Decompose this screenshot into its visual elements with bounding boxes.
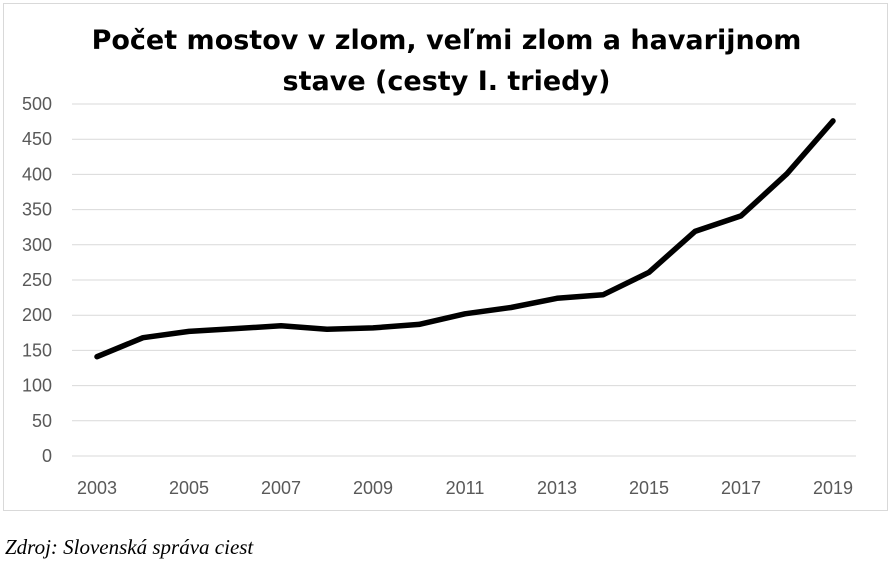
y-tick-label: 450 — [22, 129, 52, 149]
series-line — [94, 118, 836, 360]
y-tick-label: 250 — [22, 270, 52, 290]
chart-title-line-2: stave (cesty I. triedy) — [282, 66, 611, 97]
x-tick-label: 2011 — [446, 478, 485, 498]
y-tick-label: 200 — [22, 305, 52, 325]
y-tick-label: 500 — [22, 94, 52, 114]
x-tick-label: 2019 — [813, 478, 853, 498]
chart-title: Počet mostov v zlom, veľmi zlom a havari… — [0, 20, 893, 102]
x-tick-label: 2015 — [629, 478, 669, 498]
x-tick-label: 2009 — [353, 478, 393, 498]
x-tick-label: 2013 — [537, 478, 577, 498]
chart-area — [3, 3, 888, 511]
y-tick-label: 400 — [22, 164, 52, 184]
x-tick-label: 2017 — [721, 478, 761, 498]
y-tick-label: 150 — [22, 340, 52, 360]
x-tick-label: 2007 — [261, 478, 301, 498]
y-tick-label: 100 — [22, 376, 52, 396]
y-tick-label: 0 — [42, 446, 52, 466]
y-tick-label: 350 — [22, 200, 52, 220]
y-tick-label: 50 — [32, 411, 52, 431]
source-note: Zdroj: Slovenská správa ciest — [5, 535, 254, 559]
chart-title-line-1: Počet mostov v zlom, veľmi zlom a havari… — [91, 25, 802, 56]
x-tick-label: 2005 — [169, 478, 209, 498]
x-tick-label: 2003 — [77, 478, 117, 498]
y-tick-label: 300 — [22, 235, 52, 255]
